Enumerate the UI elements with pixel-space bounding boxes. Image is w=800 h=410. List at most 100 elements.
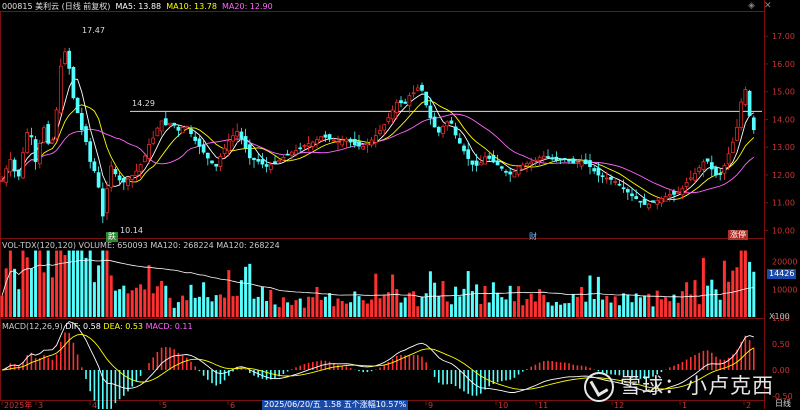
- volume-bar: [403, 297, 407, 317]
- candle-body: [445, 121, 450, 127]
- x-tick-label: 11: [538, 401, 548, 409]
- low-price-label: 10.14: [120, 226, 143, 235]
- candle-body: [747, 90, 752, 116]
- volume-bar: [634, 293, 638, 317]
- volume-bar: [151, 293, 155, 317]
- candle-body: [567, 159, 571, 162]
- candle-body: [159, 120, 164, 132]
- candle-body: [256, 158, 261, 162]
- candle-body: [390, 109, 395, 120]
- candle-body: [399, 100, 403, 104]
- settings-icon[interactable]: ◈: [748, 1, 755, 11]
- candle-body: [609, 177, 613, 180]
- volume-bar: [592, 299, 596, 317]
- volume-bar: [281, 297, 285, 317]
- candle-body: [701, 161, 706, 170]
- candle-body: [25, 132, 30, 153]
- x-tick-label: 1: [682, 401, 687, 409]
- candle-body: [79, 113, 84, 131]
- price-tick-label: 10.00: [772, 226, 795, 235]
- candle-body: [525, 163, 529, 166]
- x-tick-label: 10: [498, 401, 508, 409]
- volume-bar: [752, 271, 756, 317]
- candle-body: [562, 158, 567, 160]
- candle-body: [121, 177, 126, 183]
- candle-body: [403, 101, 408, 104]
- volume-bar: [428, 271, 432, 317]
- watermark: 雪球：小卢克西: [584, 370, 774, 402]
- candle-body: [638, 200, 643, 203]
- macd-header: MACD(12,26,9) DIF: 0.58 DEA: 0.53 MACD: …: [2, 322, 193, 332]
- volume-bar: [437, 296, 441, 317]
- dea-line: [1, 333, 755, 390]
- close-icon[interactable]: ✕: [764, 1, 772, 11]
- candle-body: [42, 127, 46, 143]
- candle-body: [533, 159, 538, 162]
- high-price-label: 17.47: [82, 26, 105, 35]
- candle-body: [226, 140, 231, 152]
- volume-bar: [231, 296, 235, 317]
- macd-tick-label: 0.00: [772, 366, 790, 375]
- volume-bar: [223, 297, 227, 317]
- volume-bar: [659, 299, 663, 317]
- candle-body: [189, 128, 193, 135]
- volume-bar: [424, 293, 428, 317]
- candle-body: [739, 101, 744, 128]
- volume-bar: [290, 304, 294, 317]
- volume-bar: [512, 301, 516, 317]
- macd-tick-label: 1.00: [772, 314, 790, 323]
- candle-body: [726, 153, 731, 165]
- volume-bar: [630, 302, 634, 317]
- candle-body: [365, 143, 370, 146]
- volume-bar: [638, 297, 642, 317]
- candle-body: [88, 141, 93, 162]
- volume-bar: [395, 289, 399, 317]
- volume-bar: [311, 297, 315, 317]
- candle-body: [193, 136, 198, 141]
- candle-body: [672, 191, 676, 195]
- candle-body: [596, 167, 601, 176]
- candle-body: [369, 139, 374, 146]
- candle-body: [75, 97, 80, 114]
- price-tick-label: 12.00: [772, 171, 795, 180]
- candle-body: [495, 160, 500, 166]
- candle-body: [172, 122, 177, 126]
- candle-body: [222, 147, 227, 154]
- volume-bar: [739, 250, 743, 317]
- candle-body: [432, 116, 437, 128]
- volume-bar: [718, 299, 722, 317]
- candle-body: [478, 162, 483, 166]
- candle-body: [676, 191, 681, 194]
- volume-bar: [643, 295, 647, 317]
- volume-bar: [176, 302, 180, 317]
- marker-zhangting: 涨停: [728, 230, 748, 240]
- candle-body: [688, 177, 693, 180]
- candle-body: [684, 182, 689, 187]
- period-label[interactable]: 日线: [775, 399, 791, 408]
- volume-bar: [504, 299, 508, 317]
- snowball-logo-icon: [584, 372, 614, 402]
- volume-bar: [454, 286, 458, 317]
- volume-bar: [748, 261, 752, 317]
- candle-body: [96, 172, 101, 188]
- volume-bar: [244, 266, 248, 317]
- volume-bar: [420, 296, 424, 317]
- volume-bar: [546, 302, 550, 317]
- volume-bar: [609, 302, 613, 317]
- ma10-label: MA10: 13.78: [166, 2, 217, 11]
- candle-body: [281, 156, 286, 161]
- candle-body: [63, 51, 67, 64]
- candle-body: [394, 101, 399, 113]
- candle-body: [651, 200, 655, 203]
- volume-bar: [302, 307, 306, 317]
- candle-body: [138, 164, 143, 172]
- volume-bar: [533, 301, 537, 317]
- volume-ma-line: [1, 259, 754, 298]
- candle-body: [142, 155, 147, 163]
- volume-bar: [4, 268, 8, 317]
- candle-body: [4, 168, 9, 183]
- volume-bar: [731, 270, 735, 317]
- volume-bar: [382, 294, 386, 317]
- volume-bar: [265, 300, 269, 317]
